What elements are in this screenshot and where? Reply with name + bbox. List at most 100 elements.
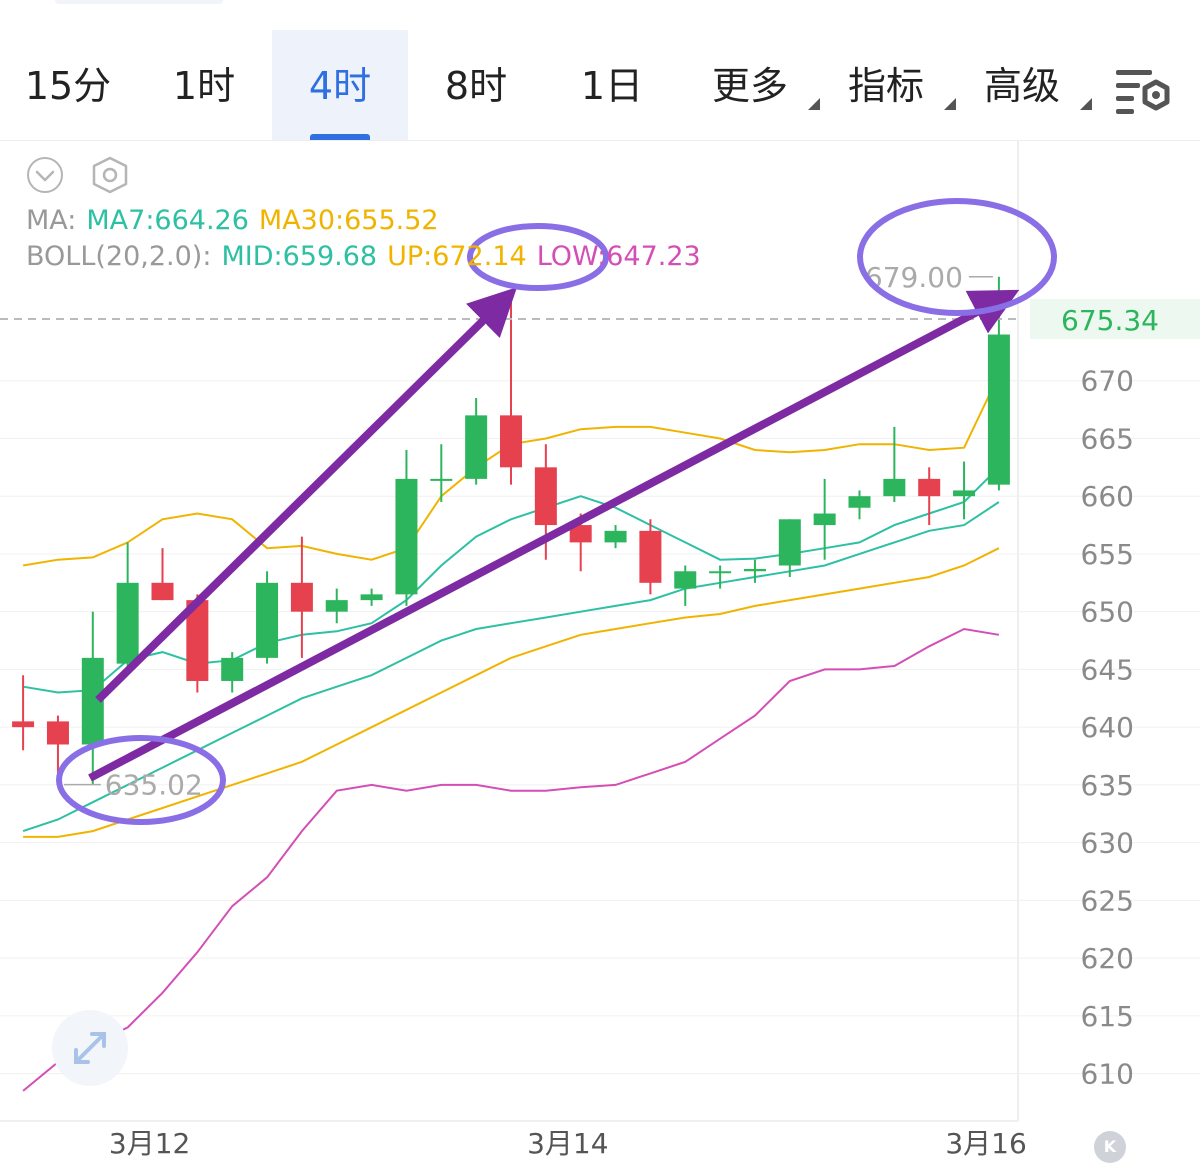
- tab-15min[interactable]: 15分: [24, 64, 112, 108]
- hexagon-settings-icon[interactable]: [90, 156, 130, 194]
- candle-body: [709, 571, 732, 574]
- candle[interactable]: [12, 675, 35, 751]
- boll-up-value: UP:672.14: [387, 241, 527, 272]
- candle-body: [325, 600, 348, 612]
- tab-indicators[interactable]: 指标: [826, 30, 956, 140]
- candle-body: [395, 478, 418, 595]
- candle-body: [987, 334, 1010, 485]
- y-tick-label: 635: [1081, 769, 1134, 802]
- candle[interactable]: [813, 478, 836, 560]
- candle[interactable]: [848, 490, 871, 520]
- series-line-boll-low: [22, 627, 1000, 1092]
- candle-body: [918, 478, 941, 497]
- expand-arrows-icon: [74, 1032, 106, 1064]
- candle[interactable]: [500, 294, 522, 485]
- y-tick-label: 670: [1081, 365, 1134, 398]
- tab-1d[interactable]: 1日: [580, 64, 644, 108]
- candle-body: [953, 490, 976, 497]
- y-tick-label: 620: [1081, 942, 1134, 975]
- annotation-arrow: [88, 289, 1020, 782]
- candle-body: [848, 496, 871, 508]
- candle[interactable]: [639, 519, 662, 595]
- annotation-circle: [56, 735, 226, 825]
- y-tick-label: 625: [1081, 884, 1134, 917]
- candle[interactable]: [46, 715, 69, 774]
- candle[interactable]: [709, 565, 732, 589]
- candle-body: [151, 582, 174, 601]
- chevron-down-circle-icon[interactable]: [26, 156, 64, 194]
- candlestick-chart[interactable]: 610615620625630635640645650655660665670 …: [0, 141, 1200, 1172]
- boll-legend: BOLL(20,2.0): MID:659.68 UP:672.14 LOW:647.…: [26, 241, 711, 272]
- candle[interactable]: [883, 426, 906, 502]
- candle[interactable]: [186, 594, 209, 693]
- candle[interactable]: [256, 571, 279, 664]
- candle-body: [674, 571, 697, 589]
- boll-low-value: LOW:647.23: [536, 241, 701, 272]
- candle-body: [883, 478, 906, 497]
- candle[interactable]: [290, 536, 313, 658]
- min-price-label: 635.02: [105, 769, 203, 802]
- candle[interactable]: [151, 548, 174, 601]
- x-axis-label: 3月14: [527, 1127, 608, 1160]
- series-line-ma30: [23, 547, 1000, 838]
- candle[interactable]: [465, 398, 488, 485]
- tab-1h[interactable]: 1时: [172, 64, 236, 108]
- boll-prefix: BOLL(20,2.0):: [26, 241, 212, 272]
- tab-8h[interactable]: 8时: [444, 64, 508, 108]
- timeframe-tabbar: 15分 1时 4时 8时 1日 更多 指标 高级: [0, 30, 1200, 141]
- chart-settings-icon[interactable]: [1112, 66, 1172, 118]
- candle[interactable]: [81, 611, 104, 785]
- dropdown-triangle-icon: [944, 98, 956, 110]
- x-axis-label: 3月12: [109, 1127, 190, 1160]
- tab-advanced[interactable]: 高级: [962, 30, 1092, 140]
- candle-body: [430, 478, 453, 481]
- y-tick-label: 615: [1081, 1000, 1134, 1033]
- candle[interactable]: [360, 588, 383, 606]
- k-button[interactable]: K: [1094, 1131, 1126, 1163]
- candle-body: [813, 513, 836, 526]
- tab-more[interactable]: 更多: [690, 30, 820, 140]
- candle[interactable]: [430, 444, 453, 502]
- candle-body: [534, 467, 557, 526]
- ma-legend: MA: MA7:664.26 MA30:655.52: [26, 205, 449, 236]
- current-price-label: 675.34: [1061, 304, 1159, 337]
- y-tick-label: 630: [1081, 827, 1134, 860]
- y-tick-label: 660: [1081, 480, 1134, 513]
- candle-body: [604, 530, 627, 543]
- candle-body: [743, 568, 766, 572]
- y-tick-label: 645: [1081, 653, 1134, 686]
- candle[interactable]: [604, 525, 627, 549]
- candle-body: [639, 530, 662, 583]
- y-tick-label: 650: [1081, 596, 1134, 629]
- dropdown-triangle-icon: [808, 98, 820, 110]
- candle[interactable]: [918, 467, 941, 526]
- candle[interactable]: [325, 588, 348, 624]
- candle[interactable]: [953, 461, 976, 520]
- candle-body: [186, 600, 209, 681]
- candle[interactable]: [778, 519, 801, 578]
- annotation-circle: [467, 223, 609, 291]
- expand-button[interactable]: [52, 1010, 128, 1086]
- candle[interactable]: [674, 565, 697, 606]
- y-tick-label: 610: [1081, 1058, 1134, 1091]
- ma7-value: MA7:664.26: [86, 205, 249, 236]
- candle[interactable]: [221, 652, 244, 693]
- current-price-badge: [1030, 299, 1200, 340]
- candle[interactable]: [395, 450, 418, 606]
- y-tick-label: 665: [1081, 422, 1134, 455]
- series-line-boll-mid: [22, 501, 1000, 833]
- ma-prefix: MA:: [26, 205, 77, 236]
- y-tick-label: 655: [1081, 538, 1134, 571]
- candle-body: [256, 582, 279, 658]
- tab-4h[interactable]: 4时: [272, 30, 408, 140]
- candle-body: [116, 582, 139, 664]
- candle[interactable]: [743, 559, 766, 583]
- candle-body: [778, 519, 801, 566]
- boll-mid-value: MID:659.68: [221, 241, 378, 272]
- candle[interactable]: [116, 542, 139, 676]
- candle-body: [465, 415, 488, 479]
- annotation-arrow: [95, 287, 518, 703]
- top-stub: [55, 0, 223, 4]
- annotation-circle: [857, 198, 1057, 316]
- candle-body: [46, 721, 69, 745]
